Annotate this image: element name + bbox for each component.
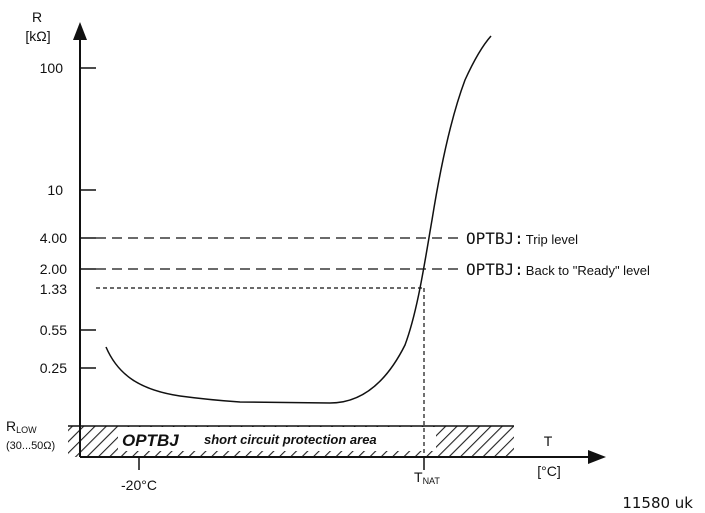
x-axis-unit: [°C] — [537, 463, 561, 479]
y-tick-label: 1.33 — [40, 281, 67, 297]
x-axis-arrow — [588, 450, 606, 464]
trip-level-label: OPTBJ: Trip level — [466, 229, 578, 248]
y-tick-label: 100 — [40, 60, 64, 76]
resistance-curve — [105, 35, 492, 404]
hatched-label-prefix: OPTBJ — [122, 431, 179, 450]
y-axis-label: R — [32, 9, 42, 25]
x-tick-label: -20°C — [121, 477, 157, 493]
figure-code: 11580 uk — [622, 494, 693, 512]
rlow-range: (30...50Ω) — [6, 440, 55, 452]
y-tick-label: 2.00 — [40, 261, 67, 277]
rlow-label: RLOW — [6, 418, 37, 435]
ready-level-label: OPTBJ: Back to "Ready" level — [466, 260, 650, 279]
x-axis-label: T — [544, 433, 553, 449]
y-tick-label: 4.00 — [40, 230, 67, 246]
y-axis-arrow — [73, 22, 87, 40]
hatched-label-box — [118, 427, 436, 451]
hatched-label-text: short circuit protection area — [204, 432, 377, 447]
y-tick-label: 0.55 — [40, 322, 67, 338]
y-tick-label: 0.25 — [40, 360, 67, 376]
y-tick-label: 10 — [47, 182, 63, 198]
y-axis-unit: [kΩ] — [25, 28, 50, 44]
y-ticks — [80, 67, 96, 369]
tnat-label: TNAT — [414, 469, 440, 486]
